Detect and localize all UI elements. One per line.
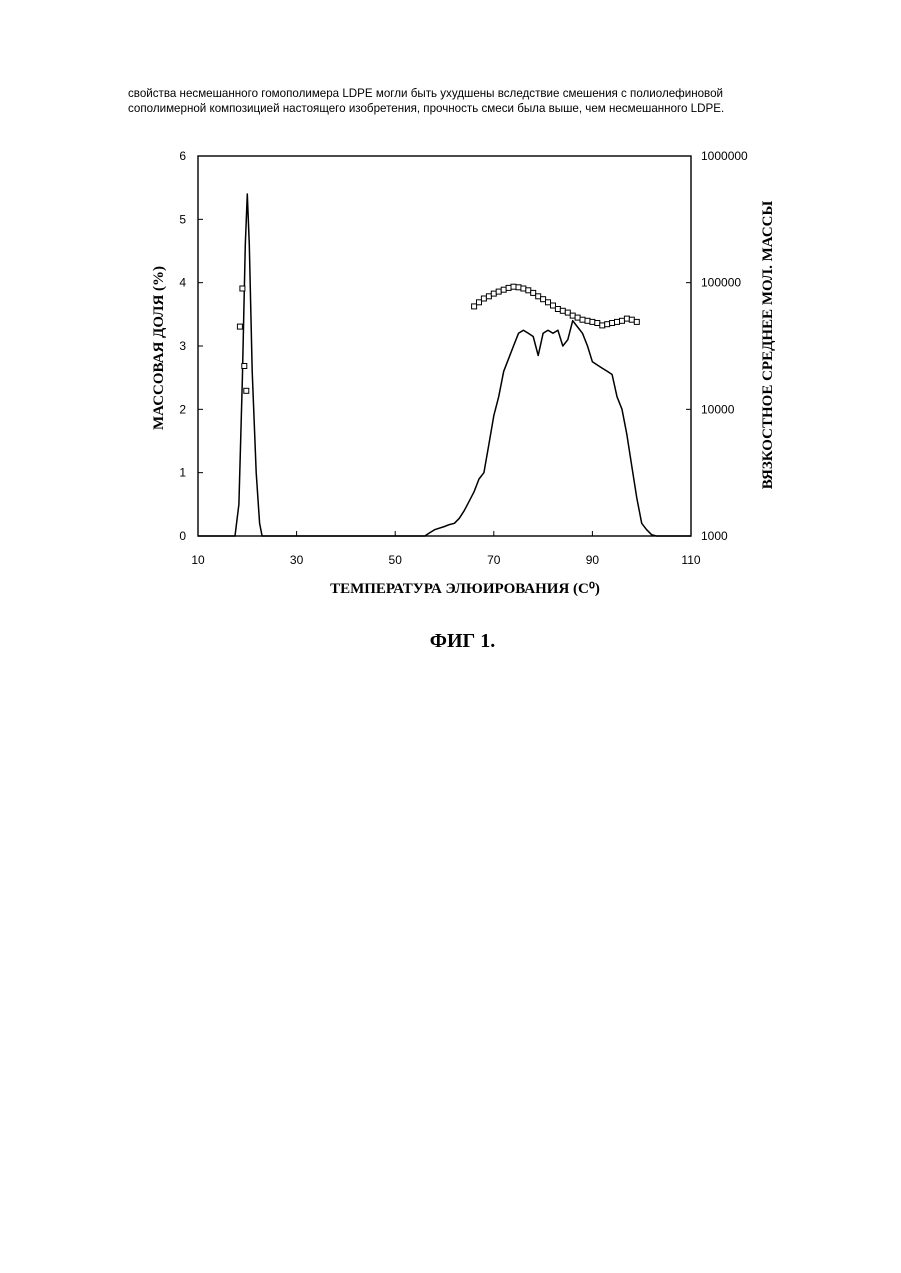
y-tick-label: 3	[179, 339, 186, 353]
y-tick-label: 0	[179, 529, 186, 543]
y-tick-label: 6	[179, 149, 186, 163]
viscosity-mw-point	[481, 296, 486, 301]
viscosity-mw-point	[560, 308, 565, 313]
viscosity-mw-point	[240, 286, 245, 291]
viscosity-mw-point	[244, 388, 249, 393]
viscosity-mw-point	[486, 294, 491, 299]
x-tick-label: 90	[586, 553, 600, 567]
viscosity-mw-point	[620, 318, 625, 323]
viscosity-mw-point	[491, 291, 496, 296]
viscosity-mw-point	[585, 318, 590, 323]
viscosity-mw-point	[506, 285, 511, 290]
y2-tick-label: 1000000	[701, 149, 748, 163]
viscosity-mw-point	[570, 313, 575, 318]
viscosity-mw-point	[536, 294, 541, 299]
figure-caption-text: ФИГ 1.	[430, 630, 495, 652]
viscosity-mw-point	[501, 287, 506, 292]
viscosity-mw-point	[511, 284, 516, 289]
viscosity-mw-point	[575, 315, 580, 320]
y-tick-label: 2	[179, 402, 186, 416]
viscosity-mw-point	[541, 297, 546, 302]
x-tick-label: 30	[290, 553, 304, 567]
viscosity-mw-point	[551, 303, 556, 308]
viscosity-mw-point	[565, 310, 570, 315]
viscosity-mw-point	[237, 324, 242, 329]
viscosity-mw-point	[496, 289, 501, 294]
viscosity-mw-point	[516, 285, 521, 290]
viscosity-mw-point	[580, 317, 585, 322]
viscosity-mw-point	[521, 286, 526, 291]
viscosity-mw-point	[477, 300, 482, 305]
viscosity-mw-point	[624, 316, 629, 321]
elution-chart: 10 30 50 70 90 110 0 1 2 3 4 5 6 1000 10000 100000 10000…	[0, 0, 901, 620]
y-tick-label: 4	[179, 276, 186, 290]
y-tick-label: 5	[179, 212, 186, 226]
viscosity-mw-point	[605, 322, 610, 327]
y-axis-title: МАССОВАЯ ДОЛЯ (%)	[151, 266, 167, 430]
y-tick-label: 1	[179, 466, 186, 480]
viscosity-mw-point	[590, 319, 595, 324]
viscosity-mw-point	[615, 319, 620, 324]
viscosity-mw-point	[526, 288, 531, 293]
x-axis-title: ТЕМПЕРАТУРА ЭЛЮИРОВАНИЯ (С⁰)	[330, 581, 600, 597]
x-tick-label: 110	[681, 553, 700, 567]
plot-border	[198, 156, 691, 536]
y2-tick-label: 1000	[701, 529, 728, 543]
viscosity-mw-point	[629, 317, 634, 322]
viscosity-mw-point	[600, 323, 605, 328]
axis-ticks: 10 30 50 70 90 110 0 1 2 3 4 5 6 1000 10000 100000 10000…	[179, 149, 748, 567]
viscosity-mw-point	[472, 304, 477, 309]
plot-frame	[198, 156, 691, 536]
y2-axis-title: ВЯЗКОСТНОЕ СРЕДНЕЕ МОЛ. МАССЫ	[760, 201, 776, 490]
viscosity-mw-point	[531, 290, 536, 295]
viscosity-mw-point	[634, 319, 639, 324]
viscosity-mw-point	[546, 300, 551, 305]
y2-tick-label: 100000	[701, 276, 741, 290]
chart-series	[198, 194, 691, 536]
viscosity-mw-point	[555, 307, 560, 312]
viscosity-mw-point	[595, 321, 600, 326]
x-tick-label: 70	[487, 553, 501, 567]
y2-tick-label: 10000	[701, 402, 735, 416]
viscosity-mw-point	[610, 321, 615, 326]
mass-fraction-line	[198, 194, 691, 536]
x-tick-label: 50	[389, 553, 403, 567]
viscosity-mw-point	[242, 364, 247, 369]
x-tick-label: 10	[191, 553, 205, 567]
figure-caption: ФИГ 1.	[0, 630, 901, 653]
